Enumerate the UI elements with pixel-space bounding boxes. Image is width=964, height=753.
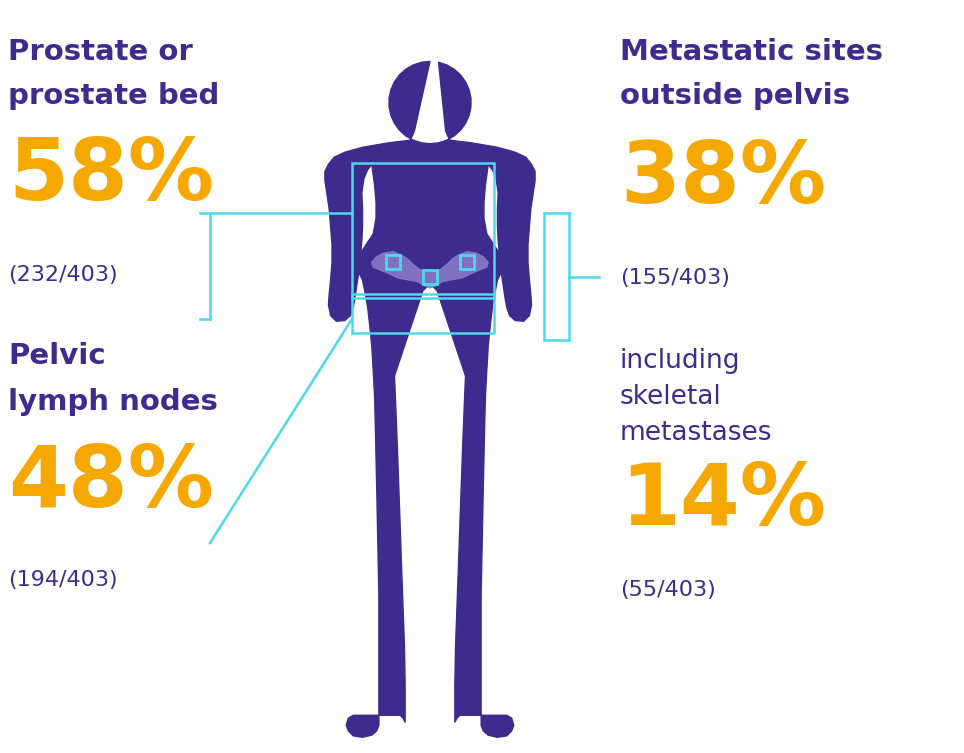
Text: Pelvic: Pelvic	[8, 342, 106, 370]
Bar	[352, 294, 494, 334]
Text: lymph nodes: lymph nodes	[8, 388, 218, 416]
Polygon shape	[325, 62, 535, 737]
Text: Prostate or: Prostate or	[8, 38, 193, 66]
Polygon shape	[372, 252, 488, 288]
Text: Metastatic sites: Metastatic sites	[620, 38, 883, 66]
Text: outside pelvis: outside pelvis	[620, 82, 850, 110]
Text: skeletal: skeletal	[620, 384, 722, 410]
Text: prostate bed: prostate bed	[8, 82, 220, 110]
Bar	[423, 270, 437, 283]
Text: (194/403): (194/403)	[8, 570, 118, 590]
Text: 14%: 14%	[620, 460, 826, 543]
Bar	[352, 163, 494, 297]
Text: (232/403): (232/403)	[8, 265, 118, 285]
Bar	[460, 255, 474, 270]
Text: (155/403): (155/403)	[620, 268, 730, 288]
Bar	[386, 255, 400, 270]
Text: including: including	[620, 348, 740, 374]
Text: 38%: 38%	[620, 138, 826, 221]
Text: metastases: metastases	[620, 420, 772, 446]
Text: 58%: 58%	[8, 135, 214, 218]
Text: (55/403): (55/403)	[620, 580, 715, 600]
Text: 48%: 48%	[8, 442, 214, 525]
